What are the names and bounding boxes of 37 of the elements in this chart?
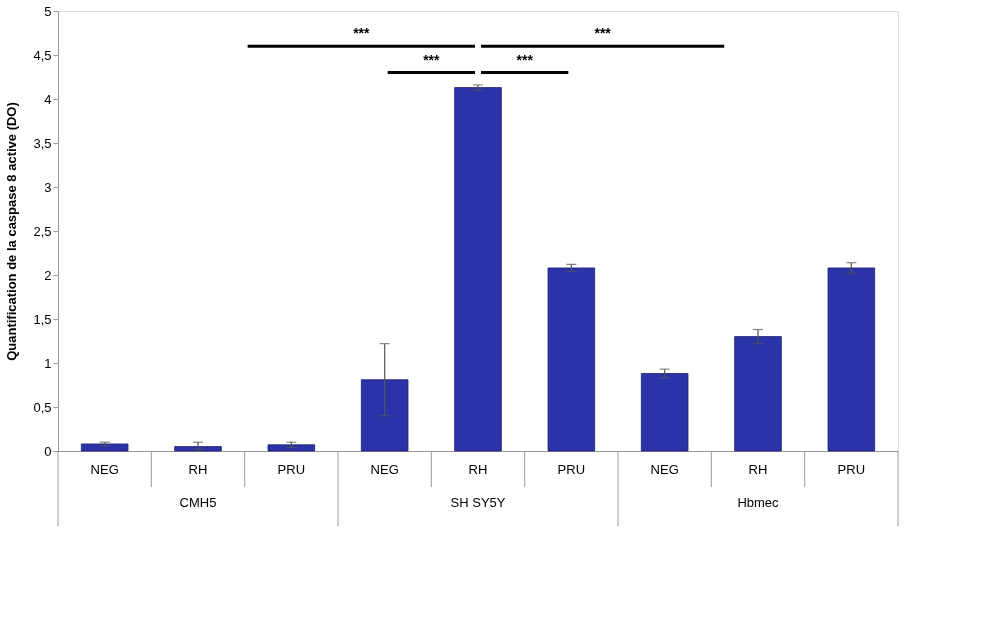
x-tick-label: RH: [468, 461, 488, 477]
bar: [827, 267, 876, 452]
x-tick-label: PRU: [837, 461, 866, 477]
text: Hbmec: [737, 495, 780, 510]
y-tick-label: 2: [44, 267, 52, 283]
annotation: ***: [594, 25, 612, 42]
y-tick-label: 4: [44, 91, 52, 107]
bar: [547, 267, 596, 452]
y-tick-label: 3: [44, 179, 52, 195]
x-tick-label: NEG: [370, 461, 399, 477]
y-tick-label: 1: [44, 355, 52, 371]
x-tick-label: RH: [748, 461, 768, 477]
bar: [267, 444, 316, 452]
text: CMH5: [179, 495, 217, 510]
annotation: ***: [353, 25, 371, 42]
x-tick-label: PRU: [277, 461, 306, 477]
y-tick-label: 0,5: [33, 399, 52, 415]
bar: [734, 336, 782, 452]
x-tick-label: PRU: [557, 461, 586, 477]
y-tick-label: 5: [44, 3, 52, 19]
y-axis-title: Quantification de la caspase 8 active (DO): [4, 102, 20, 361]
bar: [80, 443, 129, 452]
y-tick-label: 3,5: [33, 135, 52, 151]
bar: [360, 379, 409, 452]
text: SH SY5Y: [450, 495, 506, 510]
y-tick-label: 4,5: [33, 47, 52, 63]
bar: [174, 446, 222, 452]
y-tick-label: 1,5: [33, 311, 52, 327]
y-tick-label: 0: [44, 443, 52, 459]
annotation: ***: [516, 51, 534, 68]
bar: [454, 87, 502, 452]
annotation: ***: [423, 51, 441, 68]
x-tick-label: RH: [188, 461, 208, 477]
bar: [640, 373, 689, 452]
x-tick-label: NEG: [90, 461, 119, 477]
y-tick-label: 2,5: [33, 223, 52, 239]
x-tick-label: NEG: [650, 461, 679, 477]
